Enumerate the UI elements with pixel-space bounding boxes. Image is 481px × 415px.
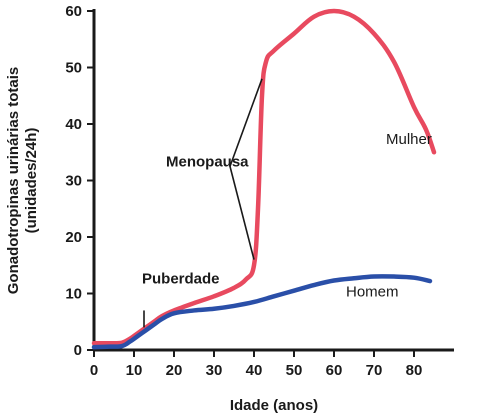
annotation-menopausa: Menopausa [166,153,249,170]
pointer-group [143,78,263,328]
y-tick-label: 50 [65,60,82,77]
x-tick-label: 0 [90,362,98,379]
y-axis-title-line-1: Gonadotropinas urinárias totais [5,67,22,295]
pointer-line [229,166,255,260]
y-tick-label: 40 [65,116,82,133]
annotation-mulher: Mulher [386,131,432,148]
y-axis-title-line-2: (unidades/24h) [23,128,40,234]
x-tick-label: 30 [206,362,223,379]
x-tick-label: 80 [406,362,423,379]
x-tick-label: 70 [366,362,383,379]
series-group [91,8,437,350]
y-tick-label: 60 [65,3,82,20]
x-axis-title: Idade (anos) [230,397,318,414]
x-tick-label: 20 [166,362,183,379]
y-tick-label: 20 [65,229,82,246]
x-tick-label: 40 [246,362,263,379]
pointer-line [229,78,263,167]
axes [92,9,454,352]
series-line-mulher [91,8,437,346]
annotation-puberdade: Puberdade [142,270,220,287]
y-axis-title: Gonadotropinas urinárias totais (unidade… [5,67,40,295]
x-tick-label: 10 [126,362,143,379]
y-tick-label: 10 [65,286,82,303]
x-tick-label: 60 [326,362,343,379]
series-line-homem [91,274,433,350]
y-tick-label: 30 [65,173,82,190]
annotation-homem: Homem [346,283,399,300]
tick-group: 0 10 20 30 40 50 60 70 80 0 10 20 30 40 50 60 [65,3,422,379]
annotation-group: Menopausa Puberdade Mulher Homem [142,131,432,301]
y-tick-label: 0 [74,342,82,359]
x-tick-label: 50 [286,362,303,379]
